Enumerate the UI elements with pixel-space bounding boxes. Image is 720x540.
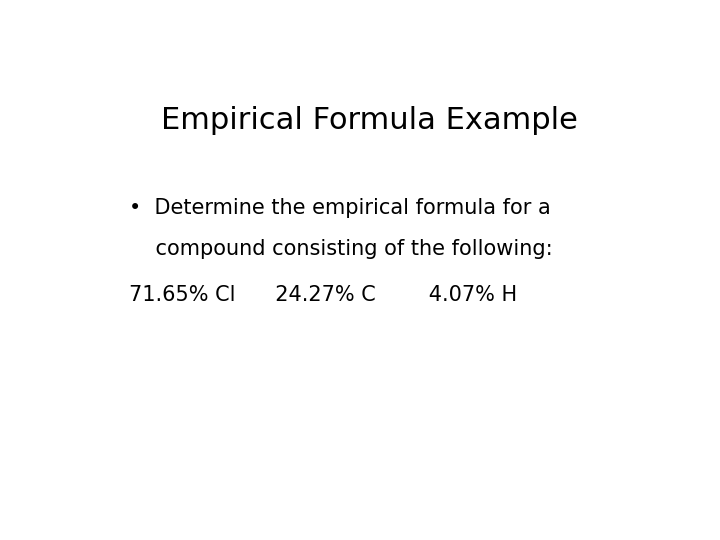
Text: •  Determine the empirical formula for a: • Determine the empirical formula for a (129, 198, 551, 218)
Text: compound consisting of the following:: compound consisting of the following: (129, 239, 553, 259)
Text: 71.65% Cl      24.27% C        4.07% H: 71.65% Cl 24.27% C 4.07% H (129, 285, 517, 305)
Text: Empirical Formula Example: Empirical Formula Example (161, 106, 577, 136)
